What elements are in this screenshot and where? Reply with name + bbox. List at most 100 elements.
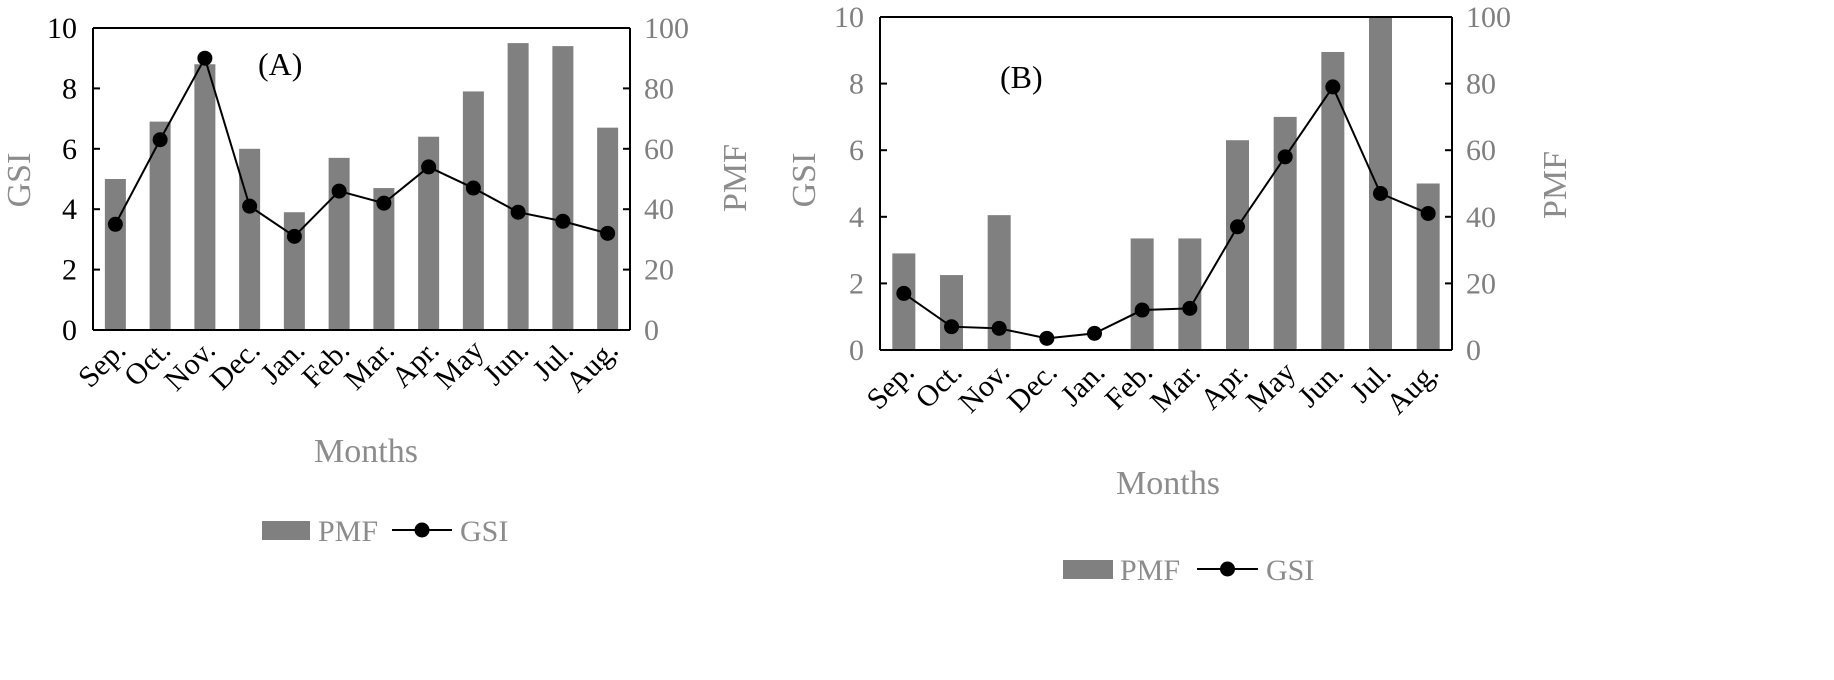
- pmf-bar: [1273, 116, 1297, 351]
- y-tick-label: 6: [62, 133, 77, 166]
- pmf-bar: [328, 157, 350, 330]
- y-tick-label: 0: [62, 314, 77, 347]
- y2-tick-label: 40: [644, 193, 674, 226]
- pmf-bar: [1226, 140, 1249, 350]
- y2-axis-title: PMF: [717, 144, 754, 212]
- y2-tick-label: 100: [1466, 1, 1511, 34]
- legend-pmf-swatch: [1063, 560, 1113, 579]
- y2-tick-label: 80: [1466, 68, 1496, 101]
- pmf-bar: [892, 253, 916, 350]
- gsi-point: [107, 216, 123, 232]
- pmf-bar: [940, 275, 963, 350]
- gsi-point: [991, 320, 1007, 336]
- pmf-bar: [1178, 238, 1202, 350]
- y2-tick-label: 60: [644, 133, 674, 166]
- x-tick-label: Jun.: [1292, 356, 1350, 414]
- gsi-point: [197, 50, 213, 66]
- y-tick-label: 2: [849, 267, 864, 300]
- gsi-point: [600, 225, 616, 241]
- pmf-bar: [1369, 17, 1392, 350]
- pmf-bar: [462, 91, 484, 330]
- y-tick-label: 6: [849, 134, 864, 167]
- y-tick-label: 10: [834, 1, 864, 34]
- gsi-point: [1039, 330, 1055, 346]
- x-tick-label: Aug.: [559, 334, 624, 399]
- pmf-bar: [987, 215, 1011, 350]
- gsi-point: [555, 213, 571, 229]
- legend-pmf-label: PMF: [1120, 554, 1180, 587]
- pmf-bar: [418, 136, 440, 330]
- x-tick-label: Sep.: [860, 356, 920, 416]
- y-tick-label: 0: [849, 334, 864, 367]
- x-tick-label: Dec.: [1001, 356, 1064, 419]
- y2-tick-label: 80: [644, 72, 674, 105]
- chart-panel-a: 0246810020406080100Sep.Oct.Nov.Dec.Jan.F…: [1, 12, 754, 548]
- legend-gsi-label: GSI: [460, 515, 508, 548]
- y-tick-label: 10: [47, 12, 77, 45]
- gsi-point: [376, 195, 392, 211]
- chart-panel-b: 0246810020406080100Sep.Oct.Nov.Dec.Jan.F…: [786, 1, 1574, 587]
- panel-label: (A): [258, 46, 302, 82]
- gsi-point: [510, 204, 526, 220]
- pmf-bar: [507, 43, 529, 330]
- pmf-bar: [373, 188, 395, 330]
- y-tick-label: 2: [62, 254, 77, 287]
- x-tick-label: May: [1240, 356, 1302, 418]
- pmf-bar: [1130, 238, 1154, 350]
- y-axis-title: GSI: [786, 153, 823, 208]
- gsi-point: [944, 319, 959, 335]
- gsi-point: [1420, 205, 1436, 221]
- x-tick-label: Jan.: [254, 334, 311, 391]
- y-tick-label: 4: [849, 201, 864, 234]
- x-tick-label: Feb.: [1099, 356, 1159, 416]
- x-tick-label: Oct.: [909, 356, 968, 415]
- y2-tick-label: 0: [644, 314, 659, 347]
- legend-pmf-swatch: [262, 521, 310, 540]
- gsi-point: [1373, 185, 1388, 201]
- y2-tick-label: 20: [644, 254, 674, 287]
- x-tick-label: Jan.: [1055, 356, 1112, 413]
- gsi-point: [331, 183, 347, 199]
- pmf-bar: [1416, 183, 1440, 350]
- y-tick-label: 4: [62, 193, 77, 226]
- y2-tick-label: 0: [1466, 334, 1481, 367]
- pmf-bar: [194, 64, 216, 331]
- x-axis-title: Months: [314, 433, 418, 470]
- gsi-point: [242, 198, 258, 214]
- x-tick-label: Apr.: [1194, 356, 1254, 416]
- gsi-line: [903, 84, 1429, 340]
- pmf-bar: [552, 46, 574, 331]
- y2-tick-label: 20: [1466, 267, 1496, 300]
- pmf-bar: [1321, 51, 1345, 351]
- legend: PMF GSI: [262, 515, 508, 548]
- gsi-line: [114, 55, 608, 238]
- gsi-point: [465, 180, 481, 196]
- y-axis-title: GSI: [1, 153, 38, 208]
- gsi-point: [1325, 79, 1341, 95]
- x-tick-label: Mar.: [1144, 356, 1207, 419]
- gsi-point: [421, 159, 437, 175]
- pmf-bar: [149, 121, 171, 331]
- y2-tick-label: 100: [644, 12, 689, 45]
- gsi-point: [1277, 149, 1293, 165]
- gsi-point: [1230, 219, 1245, 235]
- gsi-point: [1134, 302, 1150, 318]
- legend-pmf-label: PMF: [318, 515, 378, 548]
- legend: PMF GSI: [1063, 554, 1314, 587]
- panel-label: (B): [1000, 59, 1043, 95]
- y2-tick-label: 40: [1466, 201, 1496, 234]
- legend-gsi-marker: [414, 522, 430, 538]
- x-axis-title: Months: [1116, 465, 1220, 502]
- gsi-point: [1182, 300, 1198, 316]
- legend-gsi-label: GSI: [1266, 554, 1314, 587]
- pmf-bar: [104, 179, 126, 330]
- y-tick-label: 8: [62, 72, 77, 105]
- x-tick-label: Aug.: [1380, 356, 1445, 421]
- gsi-point: [152, 132, 168, 148]
- y-tick-label: 8: [849, 68, 864, 101]
- gsi-point: [1087, 325, 1102, 341]
- pmf-bar: [239, 148, 261, 330]
- y2-tick-label: 60: [1466, 134, 1496, 167]
- gsi-point: [896, 285, 912, 301]
